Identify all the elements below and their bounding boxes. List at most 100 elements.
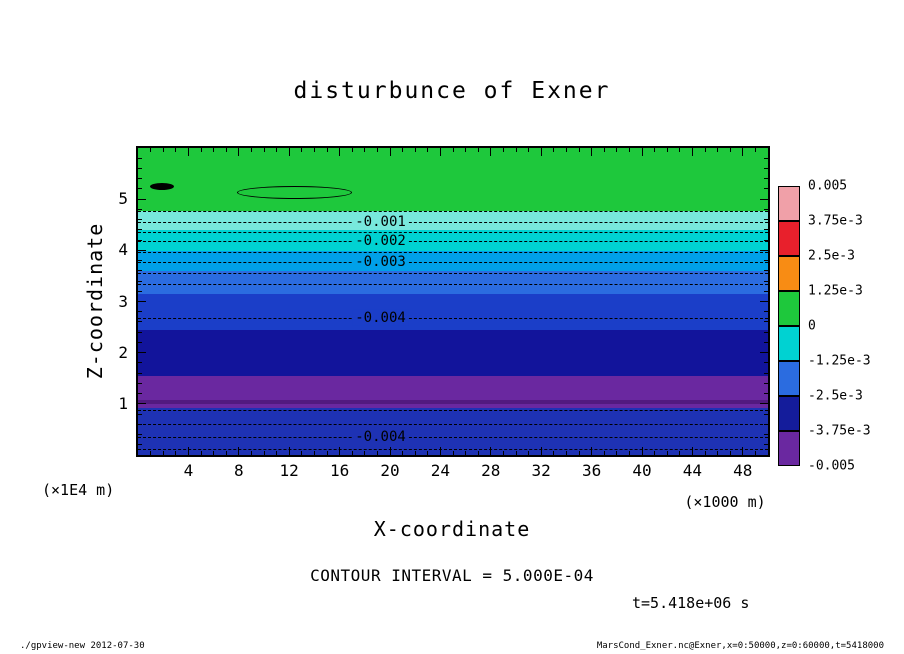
contour-fill-band bbox=[138, 210, 768, 230]
x-tick-label: 36 bbox=[581, 461, 602, 480]
axis-tick bbox=[477, 148, 479, 152]
axis-tick bbox=[764, 260, 768, 262]
contour-line bbox=[138, 318, 768, 320]
x-tick-label: 28 bbox=[481, 461, 501, 480]
axis-tick bbox=[138, 157, 142, 159]
axis-tick bbox=[760, 249, 768, 251]
axis-tick bbox=[603, 451, 605, 455]
axis-tick bbox=[138, 290, 142, 292]
axis-tick bbox=[764, 444, 768, 446]
plot-area: -0.001 -0.002 -0.003 -0.004 -0.004 bbox=[136, 146, 770, 457]
colorbar-label: -0.005 bbox=[808, 458, 855, 474]
axis-tick bbox=[603, 148, 605, 152]
axis-tick bbox=[402, 451, 404, 455]
axis-tick bbox=[162, 451, 164, 455]
axis-tick bbox=[540, 148, 542, 156]
axis-tick bbox=[764, 321, 768, 323]
colorbar-segment bbox=[778, 431, 800, 466]
axis-tick bbox=[213, 451, 215, 455]
axis-tick bbox=[138, 341, 142, 343]
axis-tick bbox=[339, 148, 341, 156]
axis-tick bbox=[414, 451, 416, 455]
axis-tick bbox=[301, 451, 303, 455]
axis-tick bbox=[764, 157, 768, 159]
contour-line bbox=[138, 284, 768, 285]
axis-tick bbox=[691, 148, 693, 156]
axis-tick bbox=[138, 249, 146, 251]
axis-tick bbox=[138, 403, 146, 405]
contour-fill-band bbox=[138, 148, 768, 211]
colorbar-segment bbox=[778, 361, 800, 396]
axis-tick bbox=[691, 447, 693, 455]
axis-tick bbox=[628, 148, 630, 152]
contour-fill-band bbox=[138, 408, 768, 455]
contour-line bbox=[138, 261, 768, 263]
contour-fill-band bbox=[138, 400, 768, 405]
axis-tick bbox=[138, 239, 142, 241]
axis-tick bbox=[764, 413, 768, 415]
colorbar-segment bbox=[778, 256, 800, 291]
axis-tick bbox=[276, 451, 278, 455]
axis-tick bbox=[616, 451, 618, 455]
axis-tick bbox=[502, 148, 504, 152]
contour-line bbox=[138, 232, 768, 234]
axis-tick bbox=[389, 148, 391, 156]
y-axis-unit-label: (×1E4 m) bbox=[42, 481, 115, 499]
axis-tick bbox=[439, 447, 441, 455]
axis-tick bbox=[729, 451, 731, 455]
colorbar-label: 0.005 bbox=[808, 178, 848, 194]
x-tick-label: 16 bbox=[329, 461, 350, 480]
contour-line bbox=[138, 423, 768, 425]
contour-line bbox=[138, 436, 768, 438]
axis-tick bbox=[427, 451, 429, 455]
axis-tick bbox=[238, 148, 240, 156]
axis-tick bbox=[427, 148, 429, 152]
axis-tick bbox=[764, 280, 768, 282]
contour-label: -0.003 bbox=[352, 253, 409, 270]
axis-tick bbox=[704, 451, 706, 455]
axis-tick bbox=[175, 451, 177, 455]
axis-tick bbox=[742, 148, 744, 156]
zero-contour-ellipse bbox=[149, 182, 175, 190]
contour-fill-band bbox=[138, 250, 768, 272]
axis-tick bbox=[263, 148, 265, 152]
axis-tick bbox=[641, 148, 643, 156]
contour-line bbox=[138, 409, 768, 411]
axis-tick bbox=[764, 167, 768, 169]
axis-tick bbox=[591, 447, 593, 455]
colorbar-label: 2.5e-3 bbox=[808, 248, 855, 264]
axis-tick bbox=[553, 148, 555, 152]
colorbar-label: -3.75e-3 bbox=[808, 423, 871, 439]
axis-tick bbox=[641, 447, 643, 455]
axis-tick bbox=[213, 148, 215, 152]
axis-tick bbox=[238, 447, 240, 455]
x-tick-label: 44 bbox=[682, 461, 703, 480]
axis-tick bbox=[717, 148, 719, 152]
x-tick-label: 8 bbox=[233, 461, 244, 480]
colorbar-segment bbox=[778, 186, 800, 221]
axis-tick bbox=[528, 451, 530, 455]
axis-tick bbox=[138, 208, 142, 210]
axis-tick bbox=[764, 434, 768, 436]
axis-tick bbox=[679, 451, 681, 455]
axis-tick bbox=[138, 280, 142, 282]
axis-tick bbox=[540, 447, 542, 455]
axis-tick bbox=[225, 148, 227, 152]
axis-tick bbox=[764, 331, 768, 333]
axis-tick bbox=[764, 290, 768, 292]
axis-tick bbox=[760, 301, 768, 302]
axis-tick bbox=[764, 208, 768, 210]
colorbar-label: 3.75e-3 bbox=[808, 213, 863, 229]
axis-tick bbox=[313, 148, 315, 152]
contour-line bbox=[138, 221, 768, 223]
axis-tick bbox=[402, 148, 404, 152]
axis-tick bbox=[477, 451, 479, 455]
axis-tick bbox=[138, 270, 142, 272]
axis-tick bbox=[138, 321, 142, 323]
axis-tick bbox=[200, 148, 202, 152]
axis-tick bbox=[138, 219, 142, 221]
axis-tick bbox=[764, 239, 768, 241]
axis-tick bbox=[717, 451, 719, 455]
axis-tick bbox=[376, 148, 378, 152]
